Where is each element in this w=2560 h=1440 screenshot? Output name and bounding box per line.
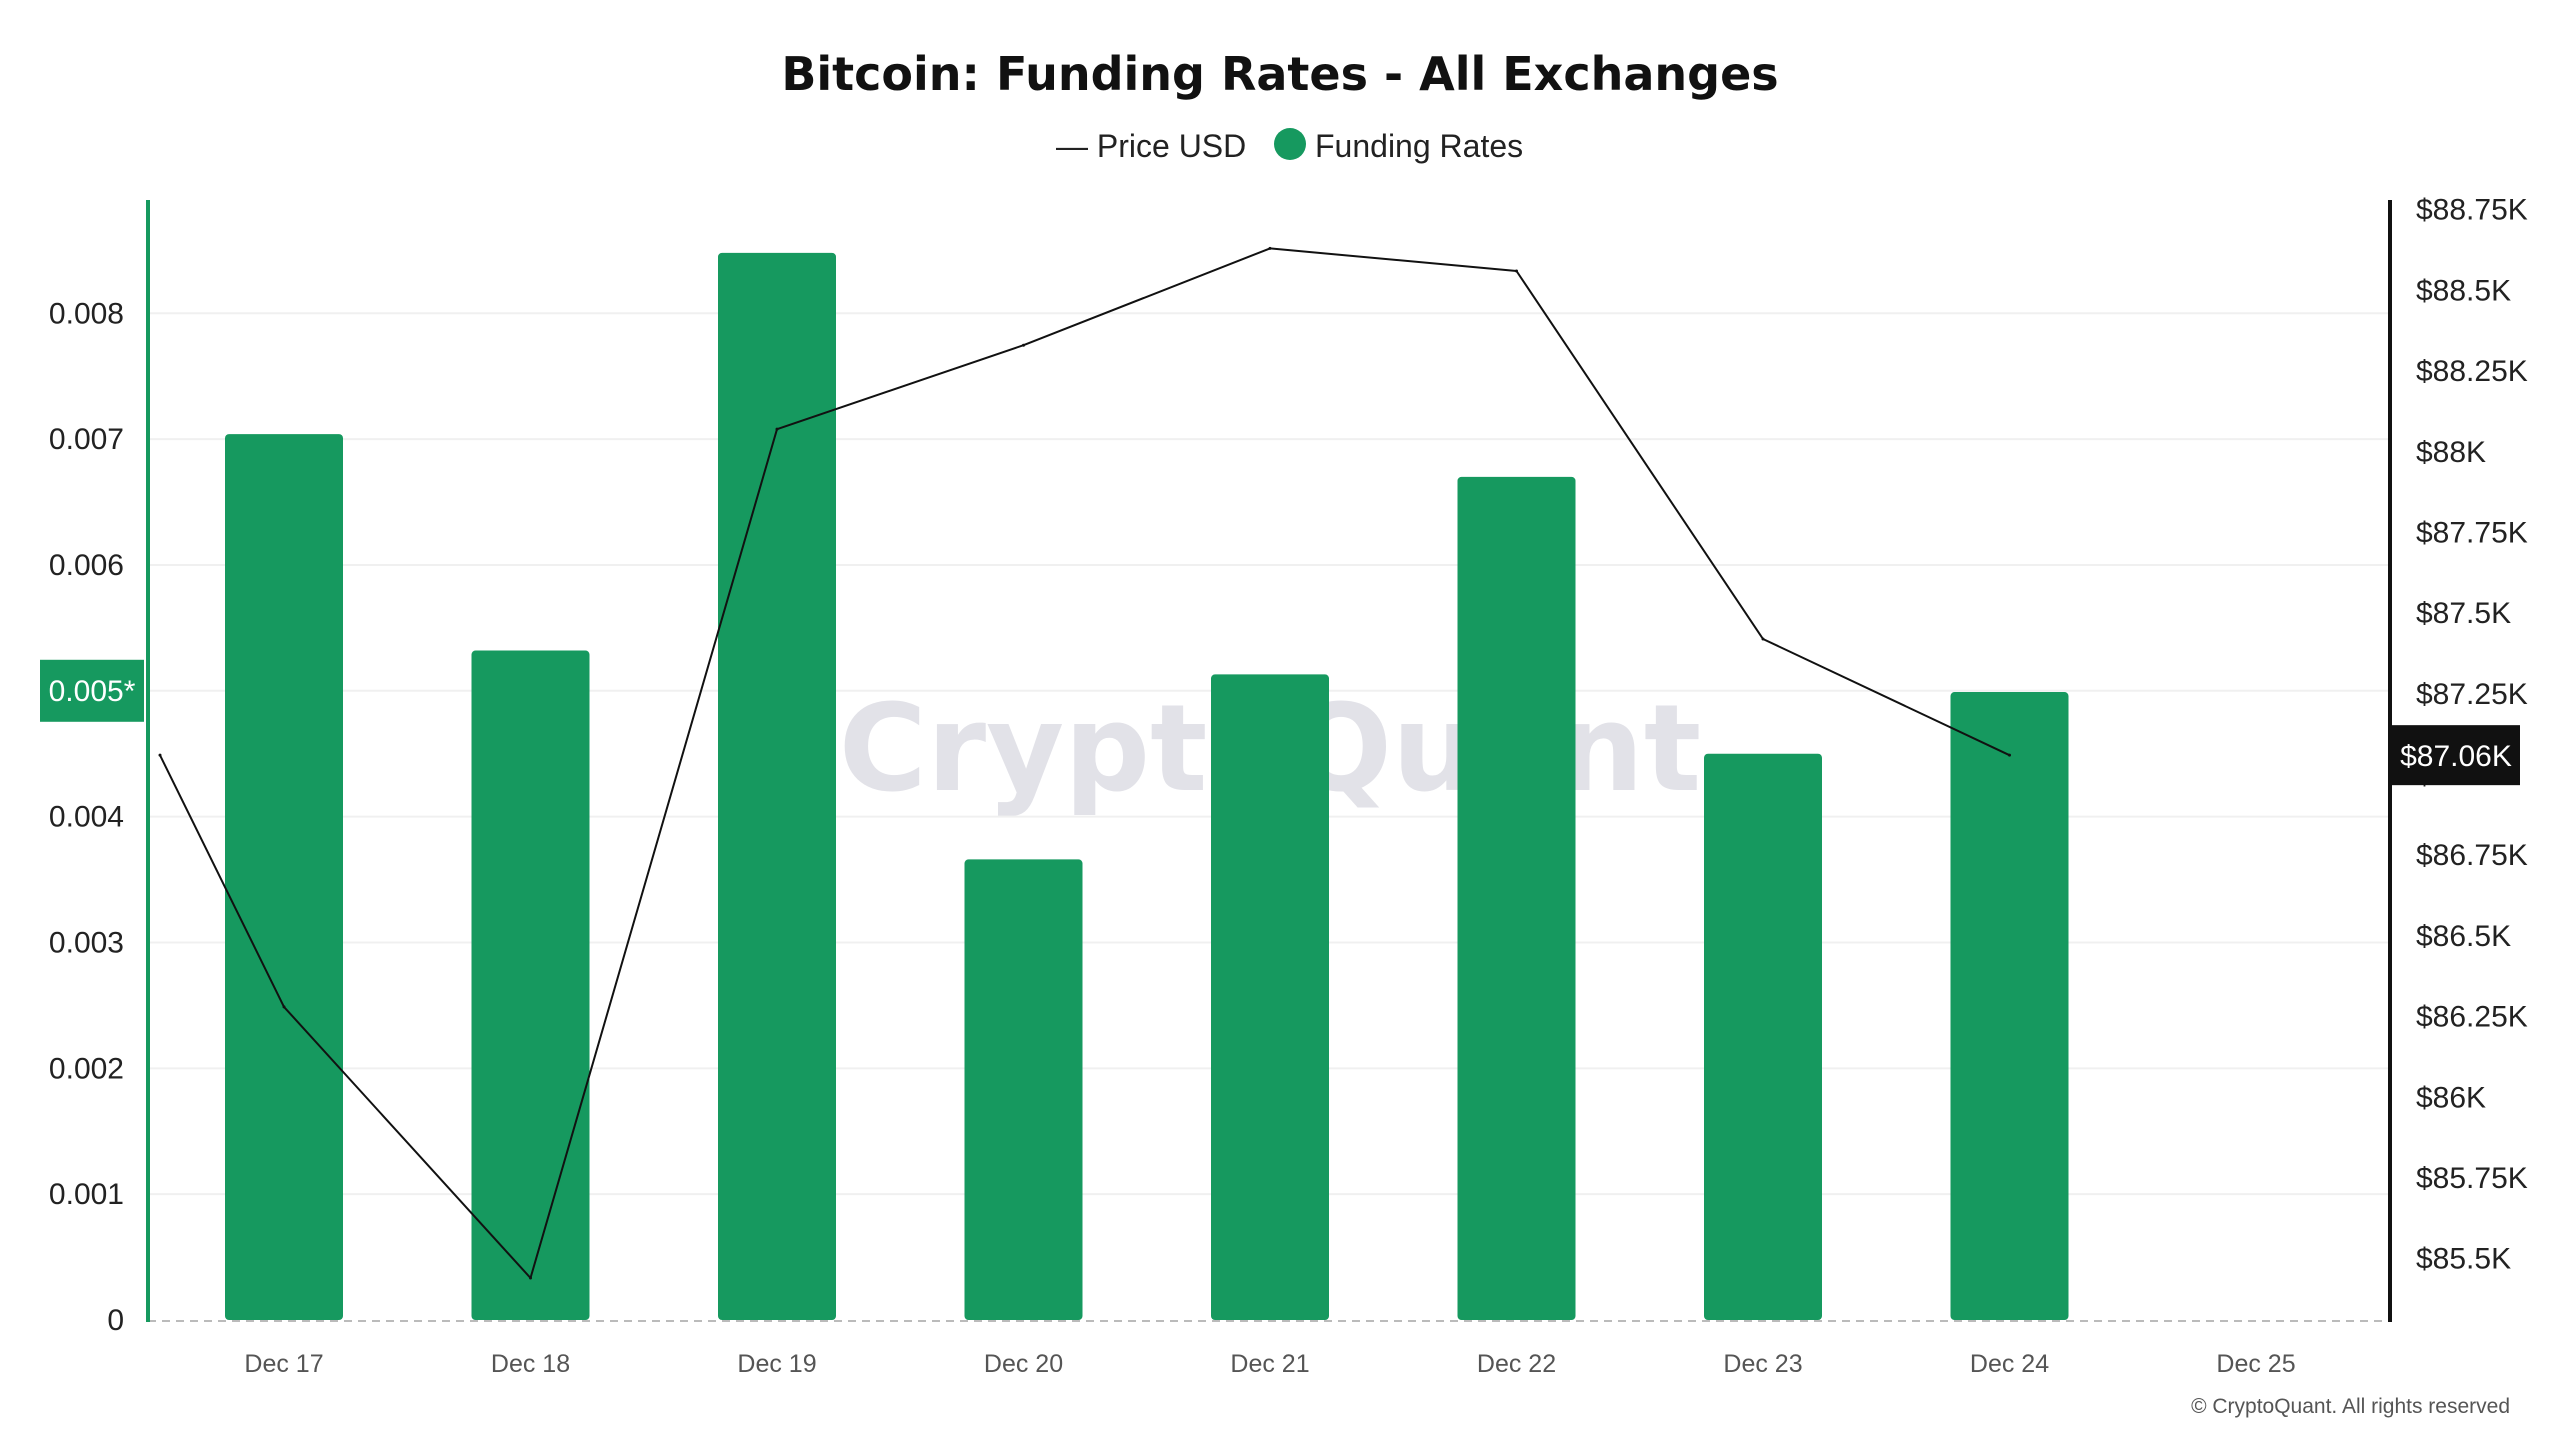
right-tick-label: $87.75K <box>2416 516 2528 549</box>
left-tick-label: 0.004 <box>49 801 124 834</box>
x-tick-label: Dec 21 <box>1230 1350 1309 1378</box>
right-tick-label: $86K <box>2416 1081 2486 1114</box>
price-point <box>529 1276 532 1280</box>
left-tick-label: 0.007 <box>49 423 124 456</box>
price-point <box>1515 269 1518 273</box>
right-tick-label: $86.25K <box>2416 1001 2528 1034</box>
bar-funding-rate-dec-23 <box>1704 753 1822 1320</box>
left-tick-label: 0.006 <box>49 549 124 582</box>
right-axis-current-badge <box>2392 725 2520 786</box>
price-point <box>158 753 162 757</box>
left-axis-highlight-badge <box>40 659 144 722</box>
x-tick-label: Dec 23 <box>1723 1350 1802 1378</box>
legend-item-funding-rates: Funding Rates <box>1315 128 1523 164</box>
x-tick-label: Dec 25 <box>2216 1350 2295 1378</box>
bar-funding-rate-dec-18 <box>471 650 590 1320</box>
left-axis-highlight-label: 0.005* <box>49 675 136 708</box>
price-point <box>1022 343 1025 347</box>
bar-funding-rate-dec-17 <box>225 434 343 1321</box>
bar-funding-rate-dec-21 <box>1211 674 1329 1320</box>
price-point <box>282 1005 286 1009</box>
right-tick-label: $87.25K <box>2416 678 2528 711</box>
legend-marker-funding-rates <box>1274 128 1306 160</box>
legend-item-price: — Price USD <box>1056 128 1246 164</box>
bar-funding-rate-dec-24 <box>1950 692 2069 1320</box>
right-tick-label: $88.25K <box>2416 355 2528 388</box>
price-point <box>1761 637 1765 641</box>
x-tick-label: Dec 19 <box>737 1350 816 1378</box>
right-tick-label: $88.5K <box>2416 274 2511 307</box>
price-point <box>775 427 779 431</box>
price-point <box>2008 753 2011 757</box>
x-tick-label: Dec 24 <box>1970 1350 2049 1378</box>
price-point <box>1268 246 1272 250</box>
x-tick-label: Dec 18 <box>491 1350 570 1378</box>
left-tick-label: 0.001 <box>49 1178 124 1211</box>
x-tick-label: Dec 20 <box>984 1350 1063 1378</box>
right-tick-label: $86.75K <box>2416 839 2528 872</box>
bar-funding-rate-dec-22 <box>1457 476 1576 1320</box>
left-tick-label: 0.003 <box>49 926 124 959</box>
left-tick-label: 0.008 <box>49 297 124 330</box>
left-tick-label: 0.002 <box>49 1052 124 1085</box>
right-axis-current-label: $87.06K <box>2400 740 2512 773</box>
right-tick-label: $88K <box>2416 436 2486 469</box>
bar-funding-rate-dec-20 <box>964 859 1083 1320</box>
chart-title: Bitcoin: Funding Rates - All Exchanges <box>781 47 1778 101</box>
copyright-text: © CryptoQuant. All rights reserved <box>2191 1395 2510 1418</box>
left-tick-label: 0 <box>107 1304 124 1337</box>
right-tick-label: $85.75K <box>2416 1162 2528 1195</box>
right-tick-label: $85.5K <box>2416 1243 2511 1276</box>
right-tick-label: $86.5K <box>2416 920 2511 953</box>
right-tick-label: $87.5K <box>2416 597 2511 630</box>
x-tick-label: Dec 17 <box>244 1350 323 1378</box>
x-tick-label: Dec 22 <box>1477 1350 1556 1378</box>
bar-funding-rate-dec-19 <box>718 252 836 1321</box>
right-tick-label: $88.75K <box>2416 194 2528 227</box>
